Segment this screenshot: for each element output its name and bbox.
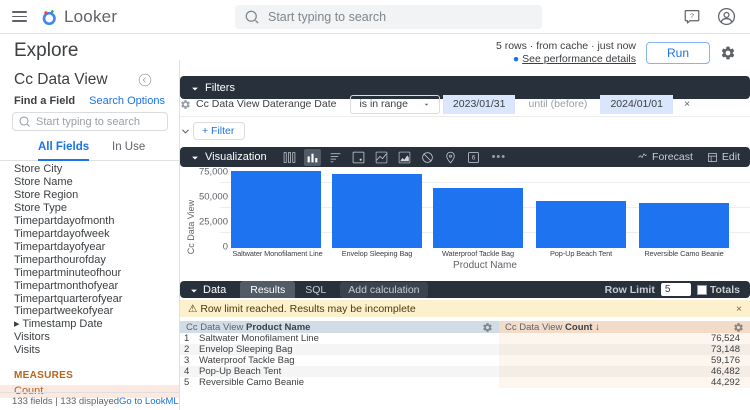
svg-text:?: ?	[690, 13, 694, 20]
svg-text:6: 6	[471, 155, 475, 161]
